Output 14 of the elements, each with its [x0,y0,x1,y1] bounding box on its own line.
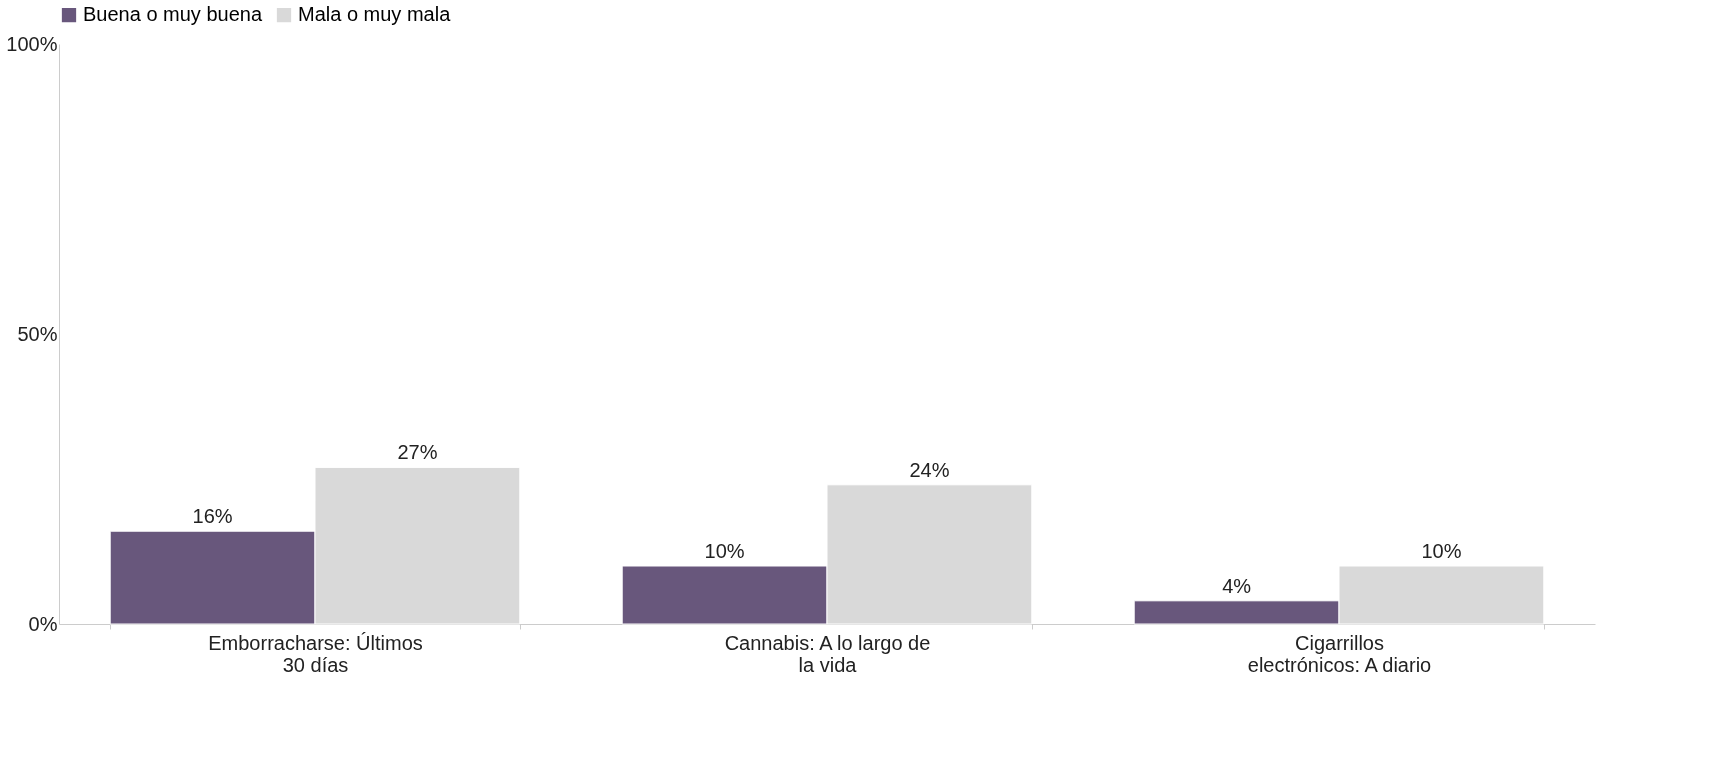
y-tick-label: 100% [6,32,58,55]
x-tick-label: Emborracharse: Últimos 30 días [208,631,423,676]
y-tick-label: 0% [28,612,58,635]
data-label: 27% [397,441,438,464]
data-label: 24% [909,458,950,481]
x-tick-label: Cigarrillos electrónicos: A diario [1247,631,1432,676]
data-label: 10% [704,540,745,562]
data-label: 4% [1222,574,1252,597]
x-tick-label: Cannabis: A lo largo de la vida [724,631,931,676]
legend-label: Mala o muy mala [298,3,452,26]
data-label: 10% [1421,540,1462,562]
data-label: 16% [192,505,233,528]
y-tick-label: 50% [17,322,58,345]
legend-label: Buena o muy buena [83,3,263,26]
